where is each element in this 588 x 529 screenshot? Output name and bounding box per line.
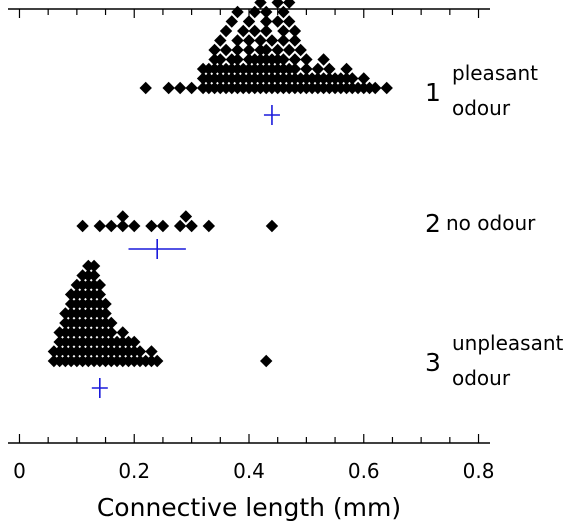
group-number: 2 <box>425 209 441 238</box>
x-tick-label: 0.8 <box>463 459 495 483</box>
data-point <box>231 43 244 57</box>
data-point <box>271 43 284 57</box>
data-point <box>248 24 261 38</box>
data-point <box>260 5 273 19</box>
data-point <box>116 219 129 233</box>
data-point <box>99 297 112 311</box>
data-point <box>128 335 141 349</box>
data-point <box>323 62 336 76</box>
data-point <box>277 53 290 66</box>
data-point <box>288 62 302 76</box>
data-point <box>214 34 227 47</box>
data-point <box>214 53 227 66</box>
group-label: pleasant <box>452 61 538 85</box>
group-label: no odour <box>446 211 536 235</box>
data-point <box>162 81 175 95</box>
data-point <box>185 219 198 233</box>
data-point <box>93 278 107 292</box>
x-tick-label: 0 <box>13 459 26 483</box>
data-point <box>219 24 233 38</box>
data-point <box>145 345 158 358</box>
data-point <box>145 219 158 233</box>
data-point <box>202 219 216 233</box>
data-point <box>380 81 393 95</box>
data-point <box>282 15 296 28</box>
data-point <box>219 43 233 57</box>
group-label: odour <box>452 366 511 390</box>
group-number: 3 <box>425 348 441 377</box>
data-point <box>277 5 290 19</box>
data-point <box>288 34 302 47</box>
data-point <box>288 24 302 38</box>
data-point <box>231 53 244 66</box>
data-point <box>93 219 107 233</box>
data-point <box>105 219 118 233</box>
x-tick-labels: 0 0.2 0.4 0.6 0.8 <box>13 459 494 483</box>
data-point <box>116 210 129 223</box>
data-point <box>271 0 284 9</box>
x-ticks <box>18 9 480 443</box>
data-point <box>271 15 284 28</box>
data-point <box>346 72 359 85</box>
data-point <box>173 219 187 233</box>
data-point <box>369 81 382 95</box>
data-point <box>237 24 250 38</box>
x-tick-label: 0.6 <box>348 459 380 483</box>
data-point <box>139 81 152 95</box>
data-point <box>254 34 267 47</box>
data-point <box>282 0 296 9</box>
data-point <box>242 43 256 57</box>
group-means <box>91 105 280 398</box>
data-point <box>99 307 112 320</box>
data-point <box>128 219 141 233</box>
x-tick-label: 0.2 <box>118 459 150 483</box>
data-point <box>265 219 279 233</box>
data-point <box>231 5 244 19</box>
data-point <box>311 62 325 76</box>
data-point <box>357 72 370 85</box>
data-point <box>156 219 170 233</box>
data-point <box>105 316 118 330</box>
data-point <box>93 288 107 301</box>
data-point <box>231 34 244 47</box>
data-point <box>116 326 129 339</box>
data-point <box>76 219 89 233</box>
data-point <box>248 5 261 19</box>
data-point <box>300 62 313 76</box>
x-tick-label: 0.4 <box>233 459 265 483</box>
data-point <box>87 269 101 282</box>
data-point <box>260 15 273 28</box>
data-point <box>208 43 221 57</box>
group-label: unpleasant <box>452 331 564 355</box>
data-point <box>340 62 353 76</box>
data-point <box>260 43 273 57</box>
group-label: odour <box>452 96 511 120</box>
data-point <box>150 354 164 368</box>
data-point <box>87 259 101 273</box>
data-point <box>242 34 256 47</box>
data-point <box>225 15 238 28</box>
data-point <box>282 43 296 57</box>
data-point <box>265 34 279 47</box>
data-point <box>277 34 290 47</box>
data-point <box>317 53 330 66</box>
data-point <box>179 210 193 223</box>
data-point <box>173 81 187 95</box>
data-point <box>260 24 273 38</box>
data-point <box>185 81 198 95</box>
group-number: 1 <box>425 78 441 107</box>
data-point <box>300 53 313 66</box>
x-axis-title: Connective length (mm) <box>97 493 401 522</box>
data-point <box>254 0 267 9</box>
data-point <box>294 43 307 57</box>
data-points <box>47 0 393 368</box>
data-point <box>242 15 256 28</box>
data-point <box>133 345 147 358</box>
data-point <box>288 53 302 66</box>
data-point <box>105 326 118 339</box>
data-point <box>260 354 273 368</box>
group-labels: 1 pleasant odour 2 no odour 3 unpleasant odour <box>425 61 564 390</box>
data-point <box>277 24 290 38</box>
